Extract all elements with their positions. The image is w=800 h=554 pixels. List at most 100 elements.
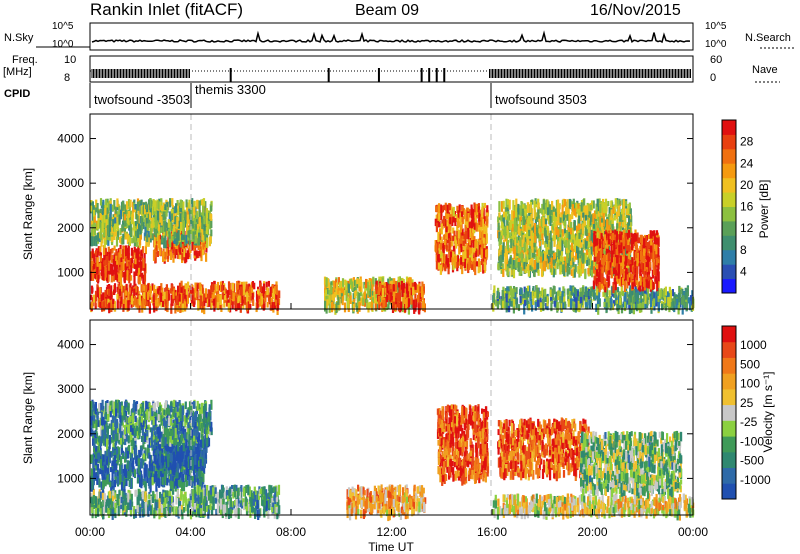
range-gate-cell <box>461 235 464 241</box>
range-gate-cell <box>165 291 169 301</box>
range-gate-cell <box>549 241 552 252</box>
range-gate-cell <box>272 288 276 299</box>
range-gate-cell <box>358 292 361 301</box>
range-gate-cell <box>515 287 518 295</box>
range-gate-cell <box>669 290 673 301</box>
range-gate-cell <box>540 216 543 227</box>
range-gate-cell <box>94 270 98 280</box>
range-gate-cell <box>467 229 470 240</box>
range-gate-cell <box>94 206 97 213</box>
range-gate-cell <box>440 210 443 217</box>
range-gate-cell <box>139 225 142 235</box>
range-gate-cell <box>146 291 150 300</box>
range-gate-cell <box>146 223 149 231</box>
range-gate-cell <box>221 280 224 287</box>
range-gate-cell <box>599 216 602 227</box>
range-gate-cell <box>520 258 523 268</box>
range-gate-cell <box>130 295 134 305</box>
range-gate-cell <box>588 249 591 259</box>
range-gate-cell <box>419 292 422 300</box>
range-gate-cell <box>634 286 637 293</box>
range-gate-cell <box>514 239 517 246</box>
range-gate-cell <box>475 222 478 232</box>
range-gate-cell <box>637 292 640 300</box>
range-gate-cell <box>460 228 463 239</box>
range-gate-cell <box>207 229 210 236</box>
range-gate-cell <box>397 282 400 288</box>
range-gate-cell <box>510 290 513 302</box>
range-gate-cell <box>153 284 156 294</box>
range-gate-cell <box>127 213 130 224</box>
range-gate-cell <box>182 220 185 228</box>
range-gate-cell <box>94 290 98 302</box>
range-gate-cell <box>169 221 172 231</box>
range-gate-cell <box>473 243 476 253</box>
range-gate-cell <box>278 290 281 299</box>
range-gate-cell <box>106 300 109 309</box>
range-gate-cell <box>531 220 534 229</box>
range-gate-cell <box>345 290 348 302</box>
range-gate-cell <box>387 302 390 309</box>
range-gate-cell <box>402 279 405 285</box>
range-gate-cell <box>586 205 589 216</box>
beam-label: Beam 09 <box>355 2 419 19</box>
range-gate-cell <box>121 201 124 212</box>
range-gate-cell <box>216 281 220 290</box>
range-gate-cell <box>444 239 447 245</box>
range-gate-cell <box>541 253 544 261</box>
range-gate-cell <box>482 263 485 274</box>
range-gate-cell <box>616 198 619 204</box>
range-gate-cell <box>236 281 239 290</box>
range-gate-cell <box>681 288 684 298</box>
range-gate-cell <box>139 269 142 277</box>
range-gate-cell <box>145 201 148 210</box>
range-gate-cell <box>624 292 627 302</box>
range-gate-cell <box>176 200 179 206</box>
range-gate-cell <box>520 230 523 237</box>
range-gate-cell <box>437 231 440 242</box>
range-gate-cell <box>105 220 108 232</box>
range-gate-cell <box>136 215 139 225</box>
range-gate-cell <box>112 259 115 267</box>
range-gate-cell <box>117 252 120 262</box>
range-gate-cell <box>598 198 601 205</box>
range-gate-cell <box>194 224 197 231</box>
range-gate-cell <box>109 203 112 215</box>
range-gate-cell <box>107 246 110 252</box>
range-gate-cell <box>684 291 687 300</box>
range-gate-cell <box>475 239 478 248</box>
range-gate-cell <box>479 225 482 234</box>
range-gate-cell <box>546 296 549 307</box>
range-gate-cell <box>475 203 478 215</box>
range-gate-cell <box>151 206 155 216</box>
range-gate-cell <box>181 246 184 256</box>
range-gate-cell <box>570 285 573 296</box>
range-gate-cell <box>502 214 505 225</box>
range-gate-cell <box>602 230 605 236</box>
range-gate-cell <box>177 202 180 211</box>
range-gate-cell <box>94 262 97 271</box>
range-gate-cell <box>521 216 525 225</box>
range-gate-cell <box>646 286 650 298</box>
range-gate-cell <box>438 233 441 240</box>
range-gate-cell <box>519 288 522 295</box>
range-gate-cell <box>562 302 565 310</box>
range-gate-cell <box>557 199 560 208</box>
range-gate-cell <box>169 200 172 208</box>
range-gate-cell <box>235 297 238 308</box>
range-gate-cell <box>448 251 451 263</box>
range-gate-cell <box>388 294 391 301</box>
range-gate-cell <box>155 207 158 215</box>
range-gate-cell <box>197 300 200 311</box>
nsky-label: N.Sky <box>4 32 34 44</box>
range-gate-cell <box>403 288 406 299</box>
range-gate-cell <box>529 248 532 259</box>
range-gate-cell <box>609 250 612 260</box>
range-gate-cell <box>138 267 141 275</box>
range-gate-cell <box>364 284 367 295</box>
range-gate-cell <box>459 233 462 241</box>
range-gate-cell <box>127 210 130 218</box>
range-gate-cell <box>442 246 445 253</box>
range-gate-cell <box>556 301 559 312</box>
range-gate-cell <box>349 278 352 285</box>
